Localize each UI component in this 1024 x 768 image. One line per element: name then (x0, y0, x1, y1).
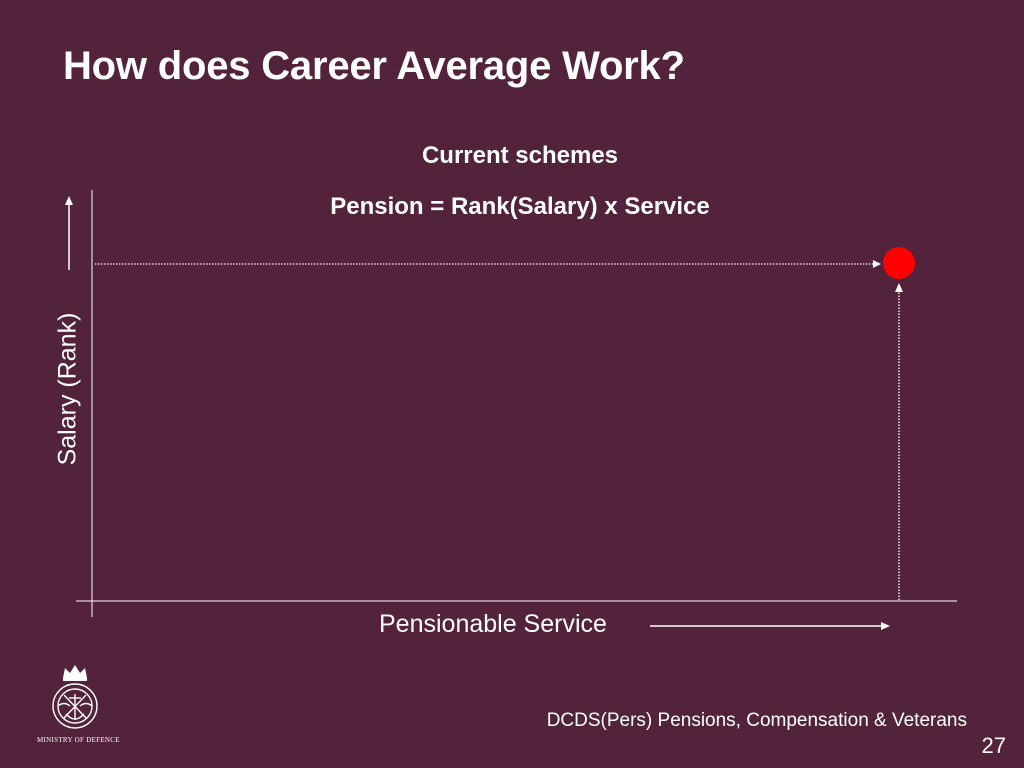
salary-guide-arrow (95, 260, 881, 268)
service-guide-arrow (895, 283, 903, 600)
logo-text: MINISTRY OF DEFENCE (37, 736, 120, 744)
pension-formula: Pension = Rank(Salary) x Service (330, 193, 710, 220)
mod-crest-icon (52, 665, 98, 729)
x-axis-label: Pensionable Service (379, 610, 607, 638)
slide-title: How does Career Average Work? (63, 44, 685, 88)
slide-subtitle: Current schemes (421, 142, 619, 169)
footer-text: DCDS(Pers) Pensions, Compensation & Vete… (546, 710, 967, 731)
x-direction-arrow (650, 622, 890, 630)
y-axis-label: Salary (Rank) (53, 312, 82, 466)
final-pension-point (883, 247, 915, 279)
y-direction-arrow (65, 196, 73, 270)
page-number: 27 (981, 733, 1006, 758)
